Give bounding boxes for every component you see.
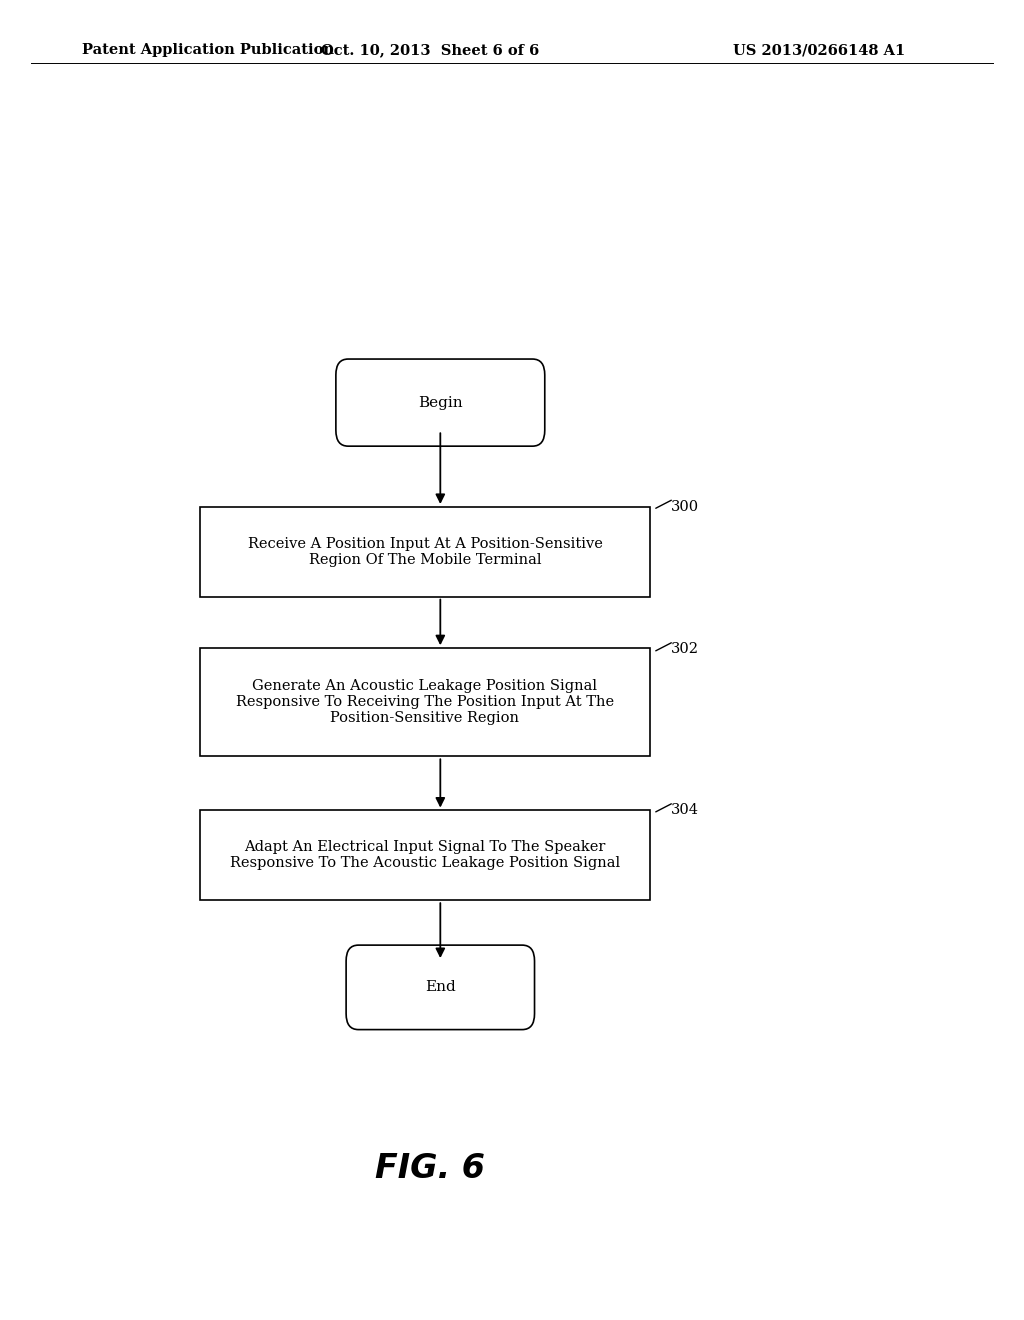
Text: Begin: Begin <box>418 396 463 409</box>
Bar <box>200 507 650 597</box>
FancyBboxPatch shape <box>336 359 545 446</box>
Text: FIG. 6: FIG. 6 <box>375 1151 485 1185</box>
Text: Patent Application Publication: Patent Application Publication <box>82 44 334 57</box>
Bar <box>200 810 650 900</box>
Text: Receive A Position Input At A Position-Sensitive
Region Of The Mobile Terminal: Receive A Position Input At A Position-S… <box>248 537 602 566</box>
Text: Oct. 10, 2013  Sheet 6 of 6: Oct. 10, 2013 Sheet 6 of 6 <box>321 44 540 57</box>
Text: 304: 304 <box>671 804 698 817</box>
Text: End: End <box>425 981 456 994</box>
Text: Generate An Acoustic Leakage Position Signal
Responsive To Receiving The Positio: Generate An Acoustic Leakage Position Si… <box>236 678 614 726</box>
Text: 302: 302 <box>671 643 698 656</box>
Bar <box>200 648 650 756</box>
FancyBboxPatch shape <box>346 945 535 1030</box>
Text: Adapt An Electrical Input Signal To The Speaker
Responsive To The Acoustic Leaka: Adapt An Electrical Input Signal To The … <box>230 841 620 870</box>
Text: 300: 300 <box>671 500 698 513</box>
Text: US 2013/0266148 A1: US 2013/0266148 A1 <box>733 44 905 57</box>
